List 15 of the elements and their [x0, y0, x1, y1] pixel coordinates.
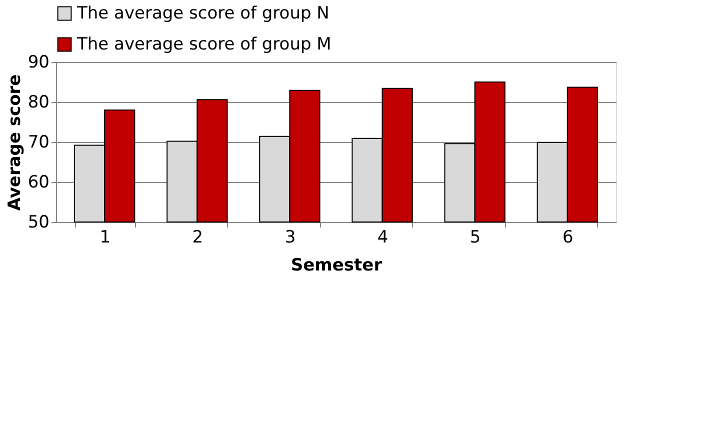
- x-tick-label: 2: [192, 228, 204, 248]
- x-tick-label: 3: [284, 228, 296, 248]
- y-tick-label: 50: [28, 212, 50, 232]
- x-tick-label: 4: [377, 228, 388, 248]
- y-axis-title: Average score: [4, 74, 25, 211]
- legend-label: The average score of group N: [76, 4, 330, 24]
- x-tick-label: 1: [100, 228, 111, 248]
- y-tick-label: 80: [28, 92, 50, 112]
- y-tick-label: 70: [28, 132, 50, 152]
- y-tick-label: 60: [28, 172, 50, 192]
- legend-label: The average score of group M: [76, 34, 332, 54]
- x-tick-label: 6: [562, 228, 574, 248]
- x-axis-title: Semester: [290, 256, 383, 276]
- x-tick-label: 5: [470, 228, 481, 248]
- y-tick-label: 90: [28, 52, 50, 72]
